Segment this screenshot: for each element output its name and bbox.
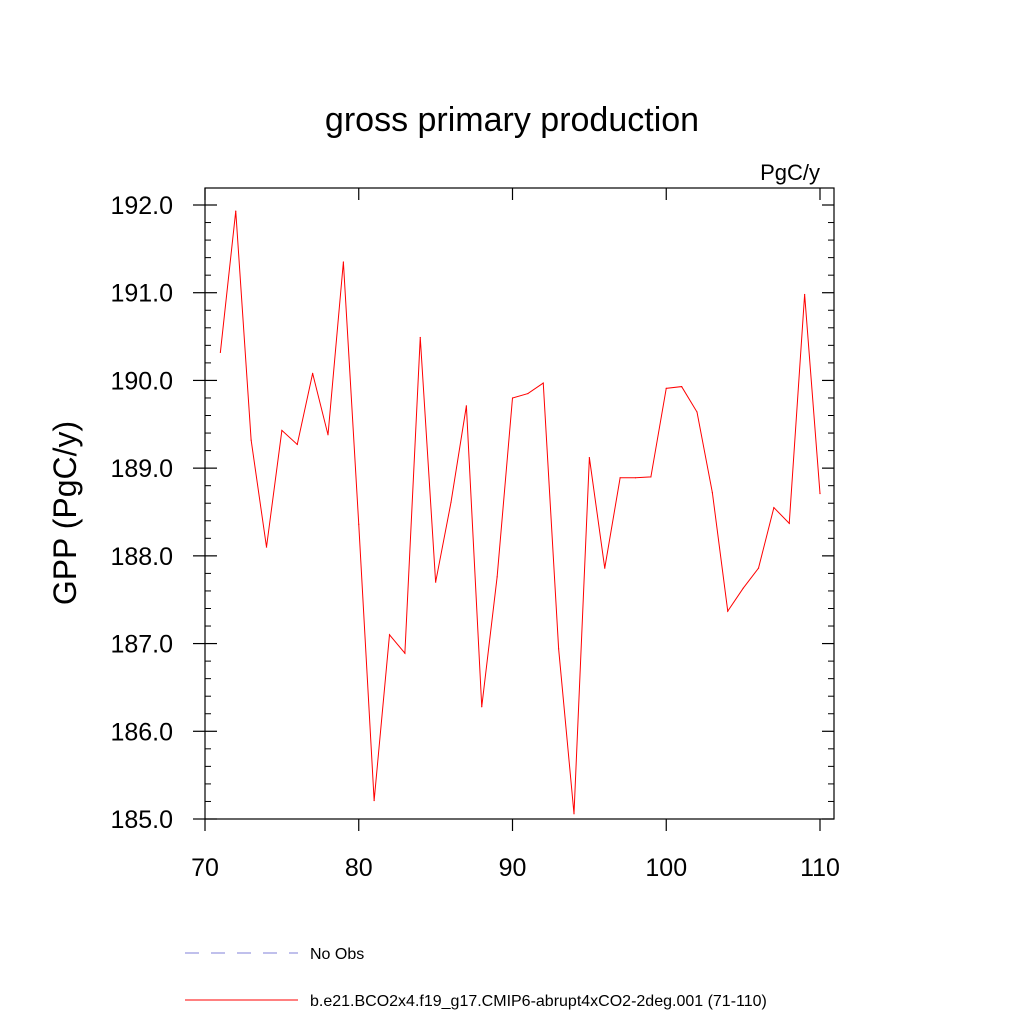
data-point: [681, 385, 683, 388]
data-point: [250, 439, 252, 441]
y-tick-label: 186.0: [110, 718, 173, 746]
data-point: [373, 799, 375, 802]
data-point: [773, 507, 775, 509]
y-tick-label: 187.0: [110, 631, 173, 659]
y-tick-label: 185.0: [110, 806, 173, 834]
data-point: [542, 382, 544, 384]
data-point: [742, 587, 744, 589]
legend: No Obs b.e21.BCO2x4.f19_g17.CMIP6-abrupt…: [185, 946, 767, 1010]
data-point: [342, 261, 344, 263]
data-point: [619, 477, 621, 479]
series-line-gpp: [219, 211, 821, 814]
x-tick-labels: 70 80 90 100 110: [191, 854, 840, 882]
data-point: [419, 336, 421, 339]
data-point: [404, 652, 406, 654]
y-tick-label: 191.0: [110, 280, 173, 308]
data-point: [588, 457, 590, 459]
data-point: [235, 210, 237, 212]
data-point: [450, 501, 452, 503]
data-point: [604, 567, 606, 569]
y-axis-label: GPP (PgC/y): [47, 421, 83, 605]
data-point: [496, 576, 498, 578]
data-point: [757, 567, 760, 569]
data-point: [788, 522, 790, 525]
data-point: [435, 581, 437, 583]
y-tick-label: 189.0: [110, 455, 173, 483]
legend-label-no-obs: No Obs: [310, 946, 364, 963]
x-tick-label: 70: [191, 854, 219, 882]
y-minor-ticks: [205, 222, 834, 802]
y-major-ticks: [193, 204, 834, 820]
data-point: [696, 411, 698, 413]
data-point: [711, 492, 713, 494]
x-major-ticks: [204, 188, 821, 831]
data-point: [481, 706, 483, 708]
y-tick-label: 190.0: [110, 367, 173, 395]
data-point: [219, 351, 221, 353]
y-tick-label: 188.0: [110, 543, 173, 571]
data-point: [573, 813, 575, 815]
data-point: [388, 634, 391, 636]
data-point: [511, 397, 514, 399]
series-data-points: [219, 210, 821, 815]
data-point: [358, 523, 360, 525]
data-point: [727, 610, 729, 612]
y-tick-label: 192.0: [110, 192, 173, 220]
data-point: [327, 434, 329, 436]
data-point: [527, 392, 529, 395]
data-point: [650, 476, 652, 478]
data-point: [312, 372, 314, 375]
units-label: PgC/y: [760, 160, 820, 185]
x-tick-label: 100: [645, 854, 687, 882]
data-point: [281, 429, 283, 432]
x-tick-label: 110: [800, 854, 840, 882]
x-tick-label: 80: [345, 854, 373, 882]
data-point: [819, 492, 821, 495]
data-point: [558, 648, 560, 650]
data-point: [665, 387, 667, 389]
x-tick-label: 90: [499, 854, 527, 882]
plot-frame: [204, 187, 835, 820]
data-point: [634, 477, 637, 479]
data-point: [465, 405, 467, 407]
data-point: [265, 546, 268, 548]
data-point: [804, 293, 806, 296]
data-point: [296, 443, 298, 446]
legend-label-model: b.e21.BCO2x4.f19_g17.CMIP6-abrupt4xCO2-2…: [310, 993, 767, 1010]
chart-title: gross primary production: [325, 101, 699, 139]
y-tick-labels: 185.0 186.0 187.0 188.0 189.0 190.0 191.0 192.0: [110, 192, 173, 834]
